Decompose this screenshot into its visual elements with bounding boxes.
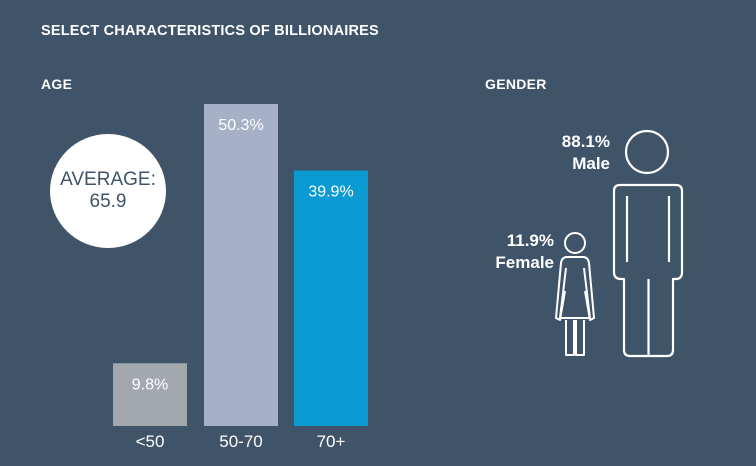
bar-value-label: 50.3% bbox=[218, 117, 263, 134]
average-age-badge: AVERAGE: 65.9 bbox=[50, 134, 166, 248]
bar-value-label: 39.9% bbox=[308, 184, 353, 201]
bar-2 bbox=[204, 104, 278, 426]
female-percentage: 11.9% bbox=[506, 231, 554, 250]
male-percentage: 88.1% bbox=[561, 132, 610, 151]
male-label: Male bbox=[572, 154, 610, 173]
gender-section-label: GENDER bbox=[485, 76, 547, 92]
category-label: 50-70 bbox=[219, 432, 262, 451]
bar-3 bbox=[294, 170, 368, 426]
category-label: <50 bbox=[136, 432, 165, 451]
average-label: AVERAGE: bbox=[60, 169, 156, 190]
female-label: Female bbox=[495, 253, 554, 272]
age-section-label: AGE bbox=[41, 76, 73, 92]
male-stat: 88.1% Male bbox=[530, 131, 610, 175]
male-figure-icon bbox=[612, 129, 684, 358]
bar-1 bbox=[113, 363, 187, 426]
chart-title: SELECT CHARACTERISTICS OF BILLIONAIRES bbox=[41, 23, 379, 39]
bar-value-label: 9.8% bbox=[132, 376, 168, 393]
female-figure-icon bbox=[555, 232, 595, 356]
average-value: 65.9 bbox=[89, 191, 127, 212]
category-label: 70+ bbox=[317, 432, 346, 451]
female-stat: 11.9% Female bbox=[466, 230, 554, 274]
